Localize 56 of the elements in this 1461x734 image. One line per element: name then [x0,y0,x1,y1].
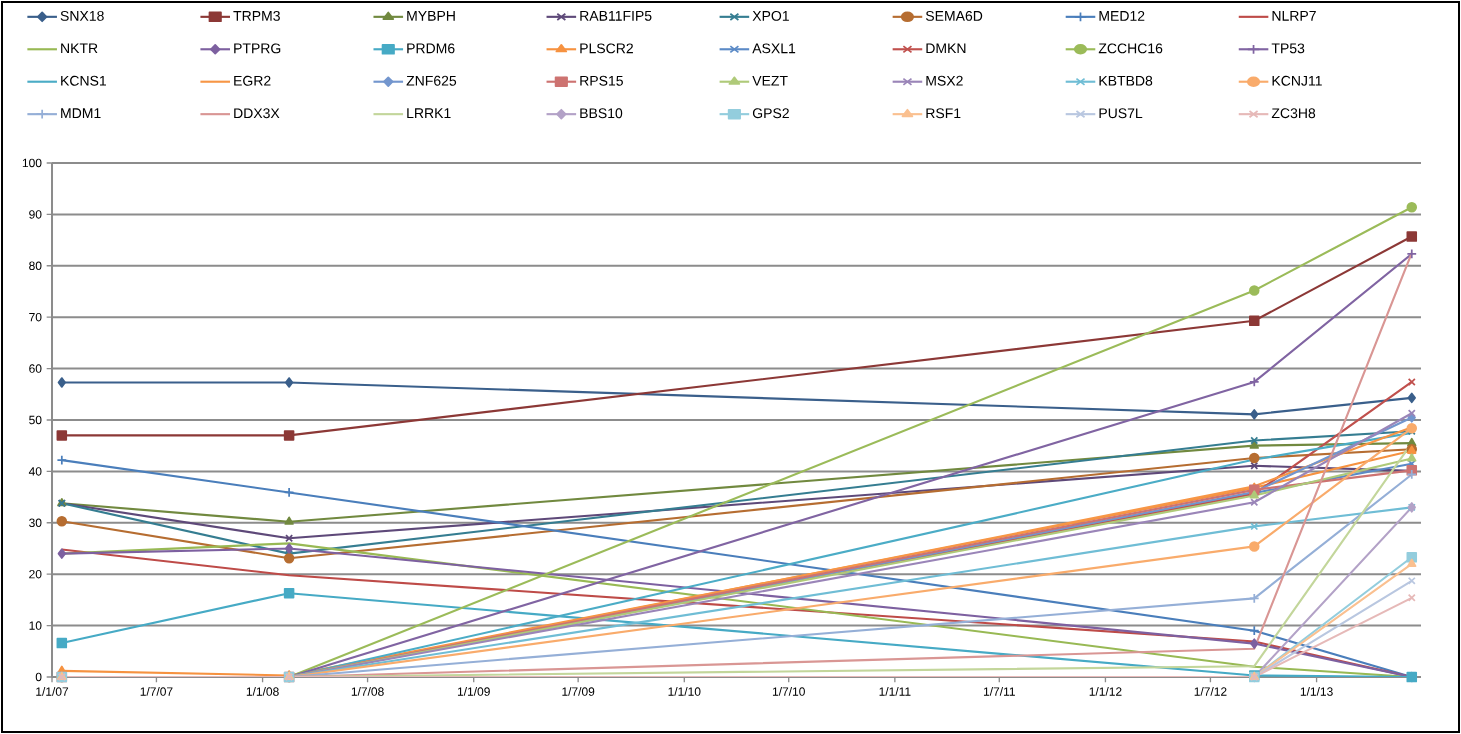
y-tick-label: 0 [35,672,42,682]
legend-label: PUS7L [1099,108,1143,119]
y-tick-label: 40 [28,467,42,476]
legend-label: RAB11FIP5 [580,11,652,21]
x-tick-label: 1/7/10 [772,687,805,696]
legend-label: NLRP7 [1272,11,1316,21]
legend-label: MYBPH [407,11,455,21]
x-tick-label: 1/1/08 [246,687,279,696]
legend-label: MED12 [1099,10,1145,21]
legend-label: TP53 [1271,43,1305,54]
legend-label: RSF1 [926,108,961,119]
y-tick-label: 60 [29,364,42,373]
legend-label: ZC3H8 [1271,108,1316,119]
legend-label: RPS15 [580,75,623,86]
x-tick-label: 1/1/10 [668,687,701,696]
legend-label: DMKN [926,43,966,54]
legend-label: KCNJ11 [1272,75,1322,86]
y-tick-label: 20 [29,569,42,579]
legend-label: PTPRG [234,43,281,54]
y-tick-label: 50 [29,415,42,425]
legend-label: ZCCHC16 [1098,43,1163,54]
legend-label: SNX18 [60,10,104,21]
legend-label: EGR2 [234,75,271,86]
legend-label: XPO1 [752,10,789,21]
y-tick-label: 70 [29,312,42,322]
legend-label: NKTR [61,43,98,54]
legend-label: VEZT [752,75,788,86]
x-tick-label: 1/1/13 [1300,687,1333,696]
legend-label: ZNF625 [406,75,457,86]
legend-label: KCNS1 [61,75,106,86]
legend-label: PLSCR2 [580,43,633,54]
x-tick-label: 1/7/07 [140,687,173,696]
x-tick-label: 1/1/12 [1089,687,1122,696]
y-tick-label: 100 [22,158,42,168]
legend-label: PRDM6 [407,43,455,54]
legend-label: BBS10 [580,108,623,119]
legend-label: LRRK1 [407,108,451,118]
legend-label: GPS2 [752,108,789,119]
legend-label: MDM1 [61,108,101,118]
y-tick-label: 10 [29,621,42,630]
y-tick-label: 80 [29,261,42,271]
y-tick-label: 90 [29,210,42,219]
legend-label: ASXL1 [752,43,796,54]
x-tick-label: 1/7/12 [1194,687,1227,696]
legend-label: KBTBD8 [1099,75,1153,86]
legend-label: DDX3X [234,108,280,119]
x-tick-label: 1/1/07 [36,687,69,696]
x-tick-label: 1/1/09 [457,687,490,696]
x-tick-label: 1/7/11 [983,687,1015,696]
x-tick-label: 1/7/08 [351,687,384,696]
x-tick-label: 1/1/11 [879,687,911,696]
legend-label: TRPM3 [233,10,280,21]
legend-label: MSX2 [926,75,963,86]
y-tick-label: 30 [29,518,42,528]
legend-label: SEMA6D [925,10,983,21]
x-tick-label: 1/7/09 [562,687,595,696]
